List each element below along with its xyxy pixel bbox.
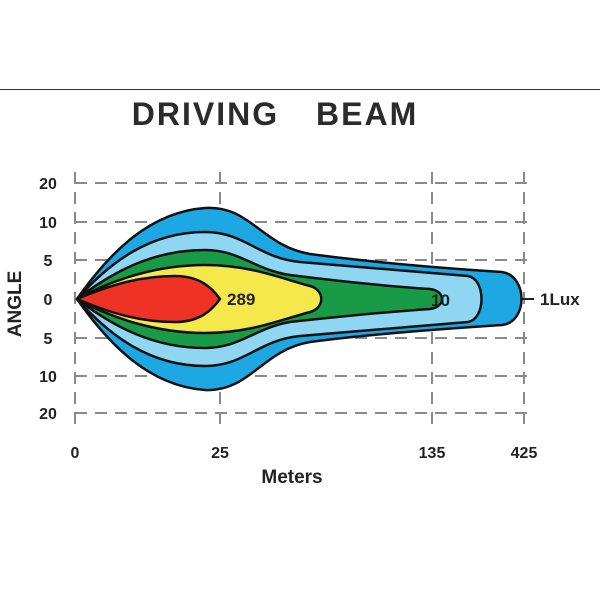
zone-core [75, 274, 222, 324]
x-tick-label: 425 [511, 445, 538, 462]
y-axis-label: ANGLE [5, 271, 26, 338]
y-tick-label: 10 [39, 215, 57, 232]
beam-zones [75, 206, 523, 392]
y-tick-label: 5 [44, 331, 53, 348]
y-tick-label: 5 [44, 253, 53, 270]
chart-title: DRIVING BEAM [131, 96, 419, 132]
x-tick-label: 0 [71, 445, 80, 462]
y-axis-ticks: 20 10 5 0 5 10 20 [39, 176, 57, 423]
y-tick-label: 0 [44, 292, 53, 309]
x-axis-label: Meters [261, 467, 322, 488]
annotation-1lux: 1Lux [540, 290, 580, 309]
annotation-289: 289 [227, 290, 255, 309]
x-tick-label: 25 [211, 445, 229, 462]
y-tick-label: 20 [39, 406, 57, 423]
x-axis-ticks: 0 25 135 425 [71, 445, 538, 462]
top-rule [0, 89, 600, 90]
x-tick-label: 135 [419, 445, 446, 462]
y-tick-label: 10 [39, 369, 57, 386]
y-tick-label: 20 [39, 176, 57, 193]
annotation-10: 10 [431, 291, 450, 310]
